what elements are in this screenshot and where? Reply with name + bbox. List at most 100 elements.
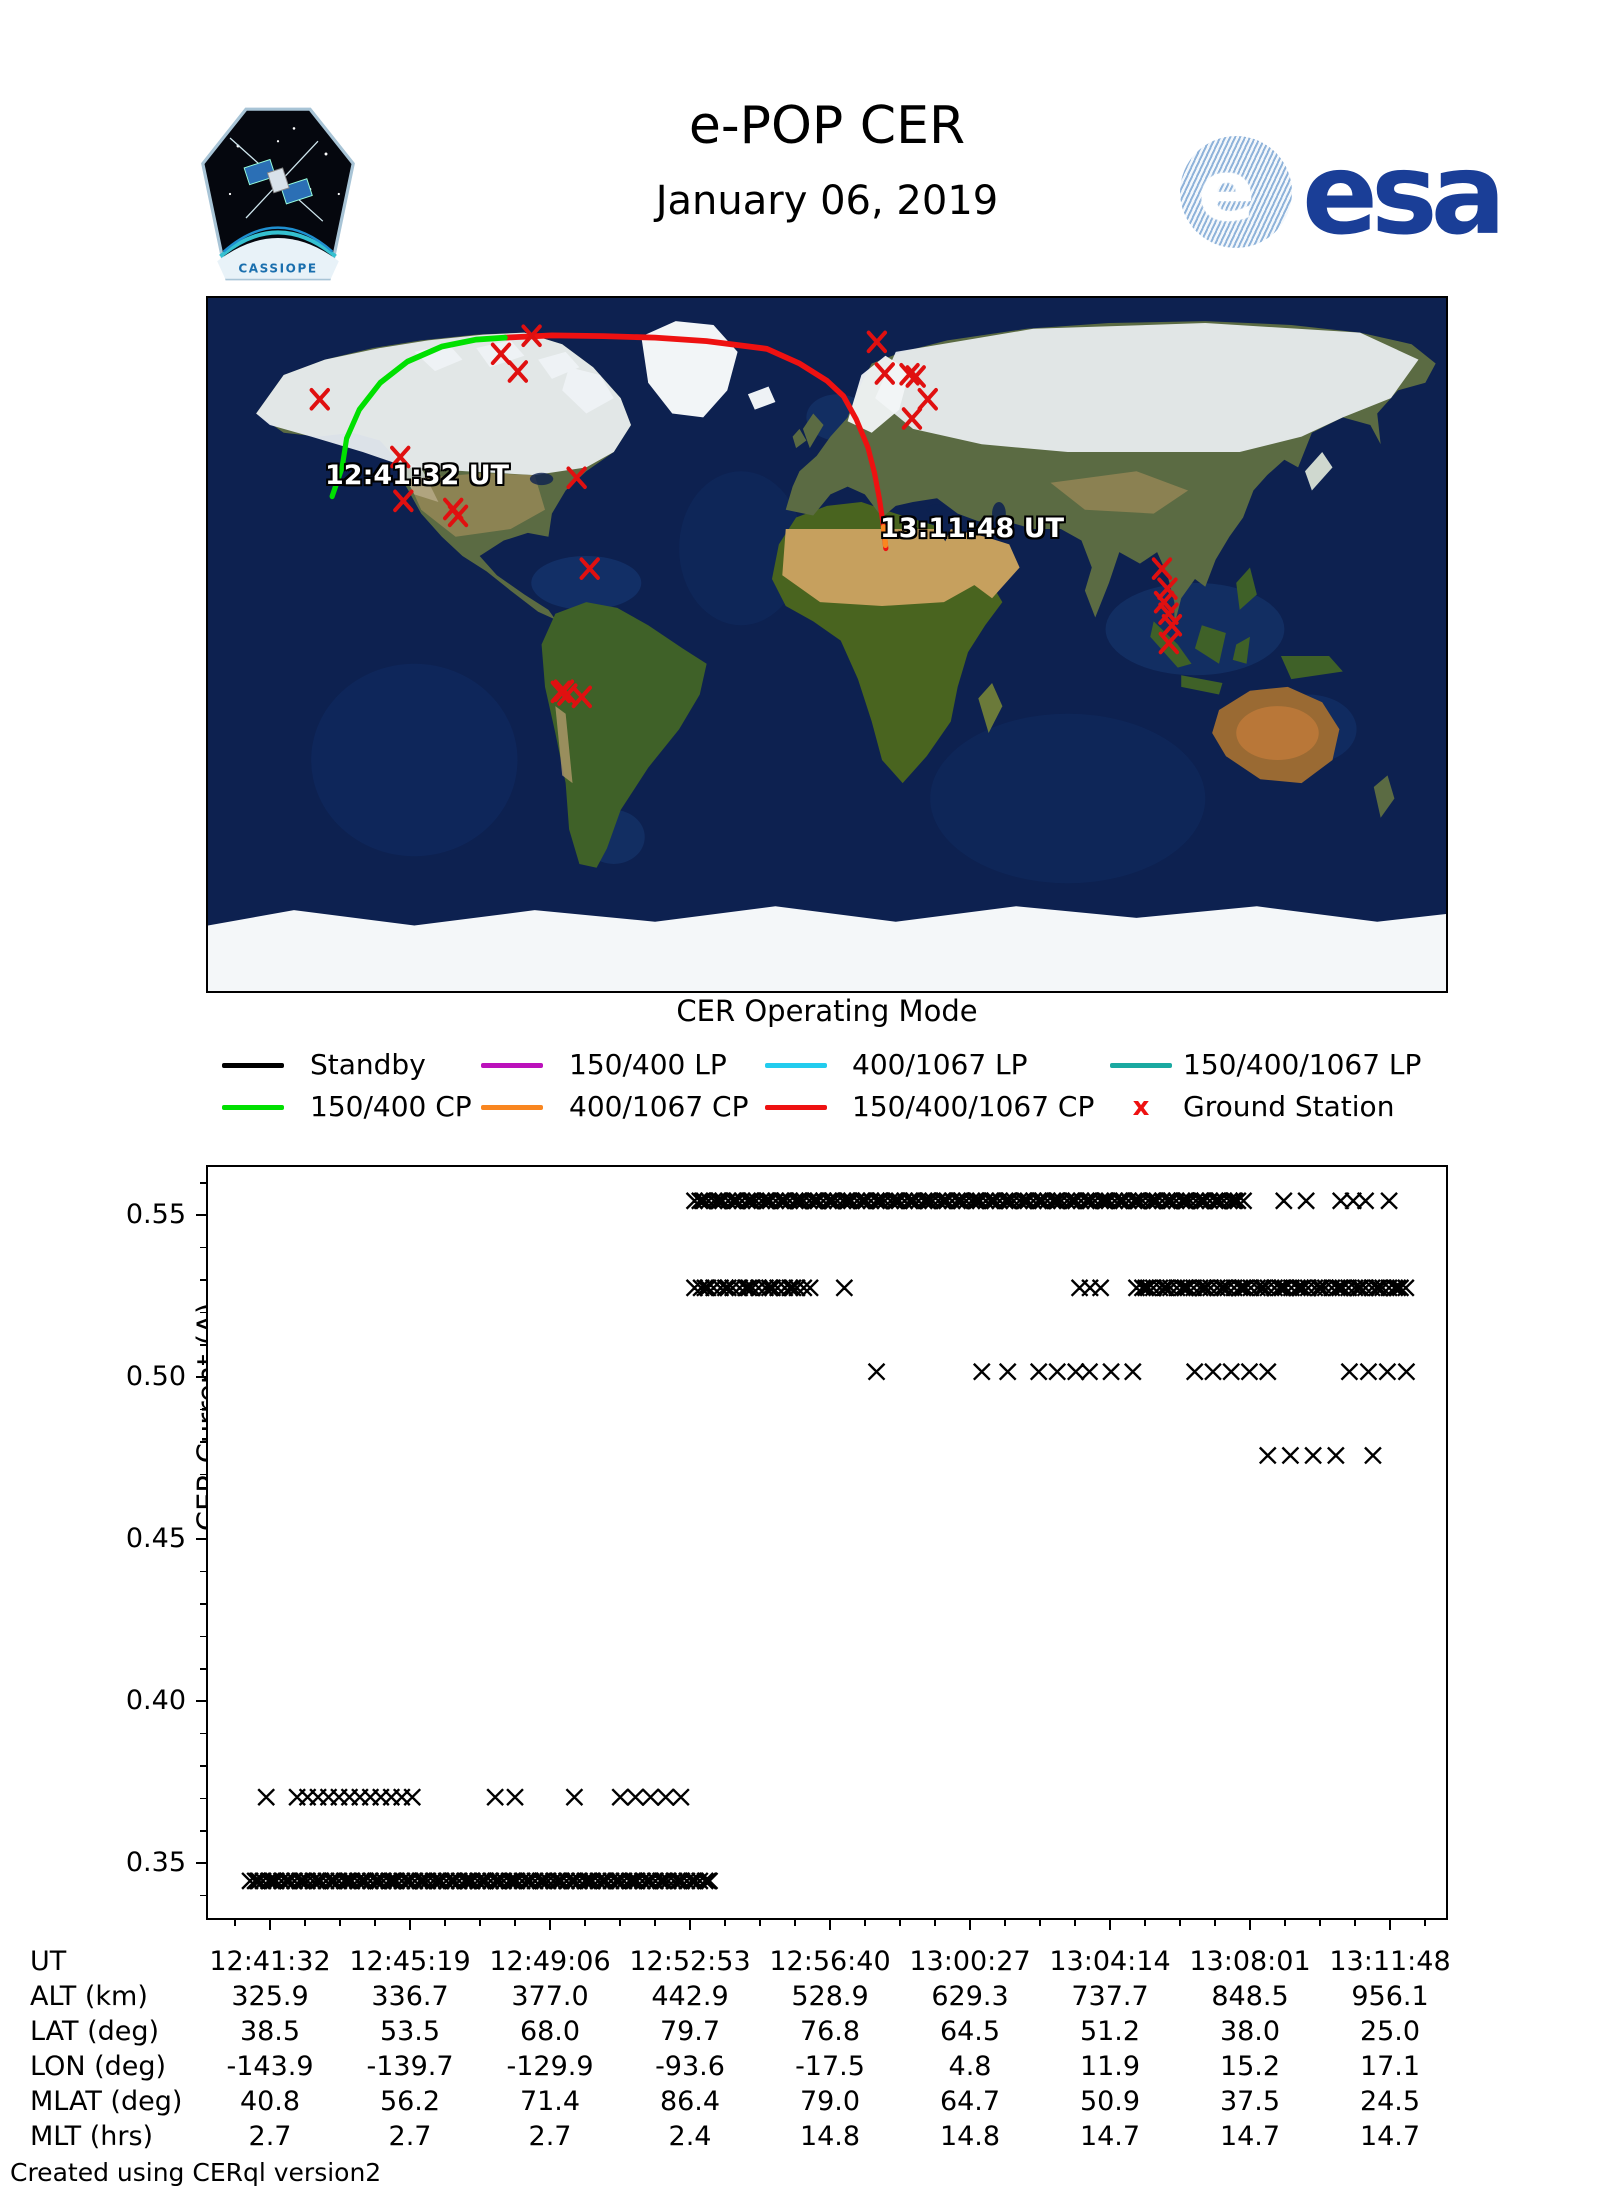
cer-current-scatter-plot (206, 1165, 1448, 1920)
legend-entry-label: 150/400/1067 LP (1183, 1048, 1422, 1081)
axis-tick (654, 1920, 656, 1926)
track-start-time-label: 12:41:32 UT (325, 460, 510, 491)
esa-logo: e esa (1180, 122, 1506, 262)
legend-line-swatch (765, 1105, 827, 1110)
world-map: 12:41:32 UT 13:11:48 UT (206, 296, 1448, 993)
x-tick-label: 12:45:19 (349, 1946, 471, 1977)
axis-tick (200, 1408, 206, 1411)
axis-tick (1389, 1920, 1391, 1930)
table-cell: 14.7 (1079, 2121, 1141, 2152)
axis-tick (724, 1920, 726, 1926)
legend-title: CER Operating Mode (676, 994, 978, 1028)
table-cell: 2.7 (388, 2121, 432, 2152)
legend-line-swatch (1110, 1063, 1172, 1068)
table-cell: 56.2 (379, 2086, 441, 2117)
axis-tick (1214, 1920, 1216, 1926)
table-cell: 68.0 (519, 2016, 581, 2047)
table-cell: 11.9 (1079, 2051, 1141, 2082)
ground-station-x-icon (571, 685, 592, 709)
axis-tick (200, 1506, 206, 1508)
table-cell: 37.5 (1219, 2086, 1281, 2117)
footer-credit: Created using CERql version2 (10, 2158, 382, 2187)
ground-station-x-icon (521, 324, 542, 348)
y-tick-label: 0.55 (125, 1199, 186, 1231)
axis-tick (479, 1920, 481, 1926)
ground-station-x-icon (874, 362, 895, 385)
legend-line-swatch (481, 1105, 543, 1110)
axis-tick (794, 1920, 796, 1926)
ground-station-x-icon (507, 360, 528, 383)
page-date: January 06, 2019 (655, 178, 999, 224)
table-cell: 50.9 (1079, 2086, 1141, 2117)
axis-tick (619, 1920, 621, 1926)
axis-tick (200, 1279, 206, 1281)
table-cell: 14.7 (1359, 2121, 1421, 2152)
axis-tick (1074, 1920, 1076, 1926)
ground-station-x-icon (566, 466, 587, 490)
x-tick-label: 13:11:48 (1329, 1946, 1451, 1977)
axis-tick (200, 1603, 206, 1605)
ground-station-x-icon (447, 504, 469, 528)
axis-tick (899, 1920, 901, 1926)
ground-station-x-icon (490, 342, 512, 366)
axis-tick (269, 1920, 271, 1930)
table-cell: 17.1 (1359, 2051, 1421, 2082)
ground-station-x-icon (1161, 613, 1183, 637)
y-tick-label: 0.50 (125, 1361, 186, 1393)
axis-tick (1424, 1920, 1426, 1926)
table-row-label: LAT (deg) (30, 2016, 160, 2047)
table-cell: 2.4 (668, 2121, 712, 2152)
ground-station-x-icon (1158, 631, 1179, 655)
table-row-label: LON (deg) (30, 2051, 167, 2082)
table-cell: 956.1 (1351, 1981, 1429, 2012)
axis-tick (1144, 1920, 1146, 1926)
table-row-label: ALT (km) (30, 1981, 148, 2012)
ground-station-x-icon (393, 489, 414, 513)
axis-tick (1284, 1920, 1286, 1926)
ground-station-x-icon (1158, 602, 1179, 626)
esa-wordmark: esa (1302, 130, 1506, 260)
table-cell: -143.9 (226, 2051, 314, 2082)
axis-tick (514, 1920, 516, 1926)
axis-tick (339, 1920, 341, 1926)
axis-tick (200, 1311, 206, 1314)
axis-tick (409, 1920, 411, 1930)
ground-station-x-icon (905, 365, 926, 388)
axis-tick (200, 1246, 206, 1249)
legend-line-swatch (222, 1063, 284, 1068)
axis-tick (196, 1538, 206, 1541)
y-tick-label: 0.35 (125, 1847, 186, 1879)
table-cell: -139.7 (366, 2051, 454, 2082)
x-tick-label: 12:56:40 (769, 1946, 891, 1977)
table-cell: 14.7 (1219, 2121, 1281, 2152)
ground-station-x-icon (866, 330, 888, 354)
table-row-label: MLAT (deg) (30, 2086, 183, 2117)
legend-entry-label: 150/400 CP (310, 1090, 472, 1123)
table-cell: 336.7 (371, 1981, 449, 2012)
axis-tick (200, 1570, 206, 1573)
axis-tick (1249, 1920, 1251, 1930)
axis-tick (234, 1920, 236, 1926)
legend-line-swatch (222, 1105, 284, 1110)
axis-tick (1319, 1920, 1321, 1926)
axis-tick (864, 1920, 866, 1926)
table-cell: 38.0 (1219, 2016, 1281, 2047)
ground-station-markers (309, 324, 1183, 709)
ground-station-x-icon (899, 362, 920, 386)
satellite-icon (243, 158, 313, 205)
satellite-ground-track (329, 332, 889, 552)
axis-tick (689, 1920, 691, 1930)
axis-tick (200, 1668, 206, 1670)
table-row-label: UT (30, 1946, 67, 1977)
ground-station-x-icon (390, 445, 411, 469)
table-cell: 64.5 (939, 2016, 1001, 2047)
cassiope-mission-patch: CASSIOPE (198, 106, 358, 281)
map-graphic (208, 298, 1446, 991)
table-cell: 38.5 (239, 2016, 301, 2047)
table-cell: 76.8 (799, 2016, 861, 2047)
table-cell: -93.6 (655, 2051, 725, 2082)
axis-tick (200, 1830, 206, 1832)
axis-tick (1004, 1920, 1006, 1926)
table-cell: 15.2 (1219, 2051, 1281, 2082)
